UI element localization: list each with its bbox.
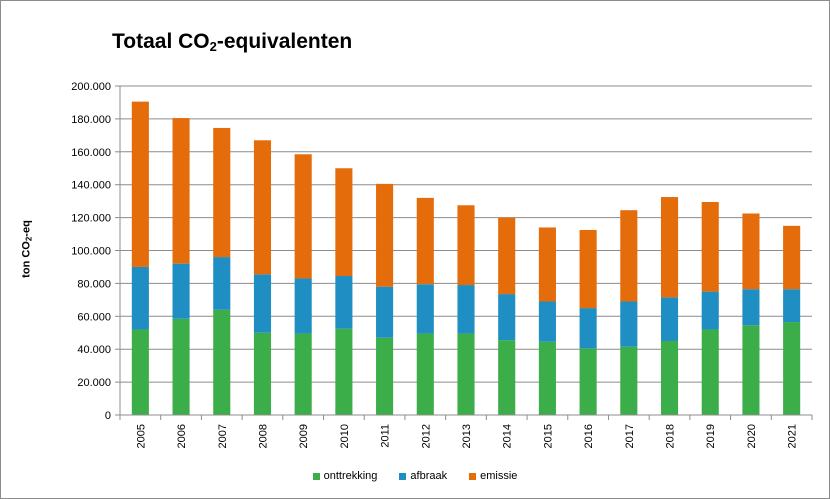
y-tick-label: 0	[105, 410, 111, 422]
bar-afbraak-2017	[620, 301, 638, 347]
bar-onttrekking-2008	[253, 332, 272, 415]
bar-onttrekking-2006	[172, 318, 190, 415]
bar-emissie-2017	[620, 210, 638, 302]
x-tick-label: 2015	[542, 424, 554, 448]
bar-afbraak-2008	[253, 274, 272, 333]
bar-onttrekking-2005	[131, 329, 149, 415]
x-tick-label: 2021	[787, 424, 799, 448]
chart-title-post: -equivalenten	[216, 30, 353, 53]
x-tick-label: 2007	[217, 424, 229, 448]
chart-title: Totaal CO2-equivalenten	[112, 30, 352, 54]
bar-afbraak-2006	[172, 263, 190, 319]
bar-onttrekking-2020	[742, 325, 760, 415]
y-tick-label: 60.000	[77, 311, 111, 323]
bar-onttrekking-2021	[783, 322, 801, 415]
bar-onttrekking-2019	[701, 329, 719, 415]
x-tick-label: 2011	[380, 424, 392, 448]
bar-onttrekking-2010	[335, 328, 353, 415]
x-tick-label: 2020	[746, 424, 758, 448]
x-tick-label: 2013	[461, 424, 473, 448]
bar-onttrekking-2012	[416, 333, 434, 415]
y-tick-label: 140.000	[71, 180, 111, 192]
legend-item-afbraak: afbraak	[399, 470, 447, 482]
legend-swatch	[469, 472, 477, 480]
bar-onttrekking-2009	[294, 333, 312, 415]
bar-emissie-2015	[538, 227, 556, 302]
legend-item-emissie: emissie	[469, 470, 517, 482]
bar-emissie-2018	[660, 197, 679, 298]
bar-emissie-2011	[376, 183, 394, 287]
bar-afbraak-2019	[701, 291, 719, 330]
bar-emissie-2019	[701, 201, 719, 292]
bar-afbraak-2010	[335, 275, 353, 329]
bar-emissie-2020	[742, 213, 760, 290]
bar-onttrekking-2014	[498, 340, 516, 415]
chart-title-pre: Totaal CO	[112, 30, 210, 53]
bar-afbraak-2012	[416, 284, 434, 334]
bar-emissie-2014	[498, 217, 516, 295]
bar-onttrekking-2016	[579, 348, 597, 415]
bar-onttrekking-2011	[376, 337, 394, 415]
legend-label: emissie	[480, 470, 518, 482]
bar-onttrekking-2013	[457, 333, 475, 415]
bar-afbraak-2005	[131, 266, 149, 330]
legend-item-onttrekking: onttrekking	[312, 470, 378, 482]
y-tick-label: 200.000	[71, 81, 111, 93]
bar-onttrekking-2015	[538, 341, 556, 415]
bar-afbraak-2011	[376, 286, 394, 338]
legend-swatch	[399, 472, 407, 480]
bar-emissie-2012	[416, 197, 434, 285]
bar-emissie-2010	[335, 168, 353, 276]
bar-emissie-2016	[579, 229, 597, 309]
y-tick-label: 120.000	[71, 213, 111, 225]
y-tick-label: 100.000	[71, 246, 111, 258]
bar-afbraak-2018	[660, 297, 679, 341]
bar-emissie-2008	[253, 140, 272, 275]
bar-afbraak-2013	[457, 285, 475, 334]
x-tick-label: 2006	[176, 424, 188, 448]
x-tick-label: 2019	[705, 424, 717, 448]
x-tick-label: 2010	[339, 424, 351, 448]
legend-label: afbraak	[410, 470, 448, 482]
bar-afbraak-2016	[579, 308, 597, 349]
bar-afbraak-2014	[498, 294, 516, 341]
y-tick-label: 180.000	[71, 114, 111, 126]
bar-afbraak-2015	[538, 301, 556, 342]
bar-emissie-2006	[172, 118, 190, 264]
legend-swatch	[312, 472, 320, 480]
y-tick-label: 80.000	[77, 278, 111, 290]
y-tick-label: 160.000	[71, 147, 111, 159]
bar-onttrekking-2018	[660, 340, 679, 415]
bar-emissie-2013	[457, 205, 475, 286]
x-tick-label: 2016	[583, 424, 595, 448]
bar-afbraak-2007	[213, 257, 231, 310]
bar-emissie-2005	[131, 101, 149, 267]
bar-emissie-2009	[294, 154, 312, 279]
x-tick-label: 2014	[502, 424, 514, 448]
legend-label: onttrekking	[323, 470, 378, 482]
bar-afbraak-2020	[742, 289, 760, 326]
x-tick-label: 2017	[624, 424, 636, 448]
x-tick-label: 2018	[665, 424, 677, 448]
legend: onttrekking afbraak emissie	[0, 470, 830, 482]
bar-emissie-2007	[213, 127, 231, 258]
x-tick-label: 2005	[135, 424, 147, 448]
x-tick-label: 2009	[298, 424, 310, 448]
y-tick-label: 40.000	[77, 344, 111, 356]
bar-onttrekking-2017	[620, 346, 638, 415]
bar-emissie-2021	[783, 225, 801, 290]
bar-afbraak-2021	[783, 289, 801, 323]
bar-afbraak-2009	[294, 278, 312, 334]
x-tick-label: 2012	[420, 424, 432, 448]
x-tick-label: 2008	[257, 424, 269, 448]
bar-onttrekking-2007	[213, 309, 231, 415]
chart-title-sub: 2	[209, 39, 217, 54]
y-tick-label: 20.000	[77, 377, 111, 389]
